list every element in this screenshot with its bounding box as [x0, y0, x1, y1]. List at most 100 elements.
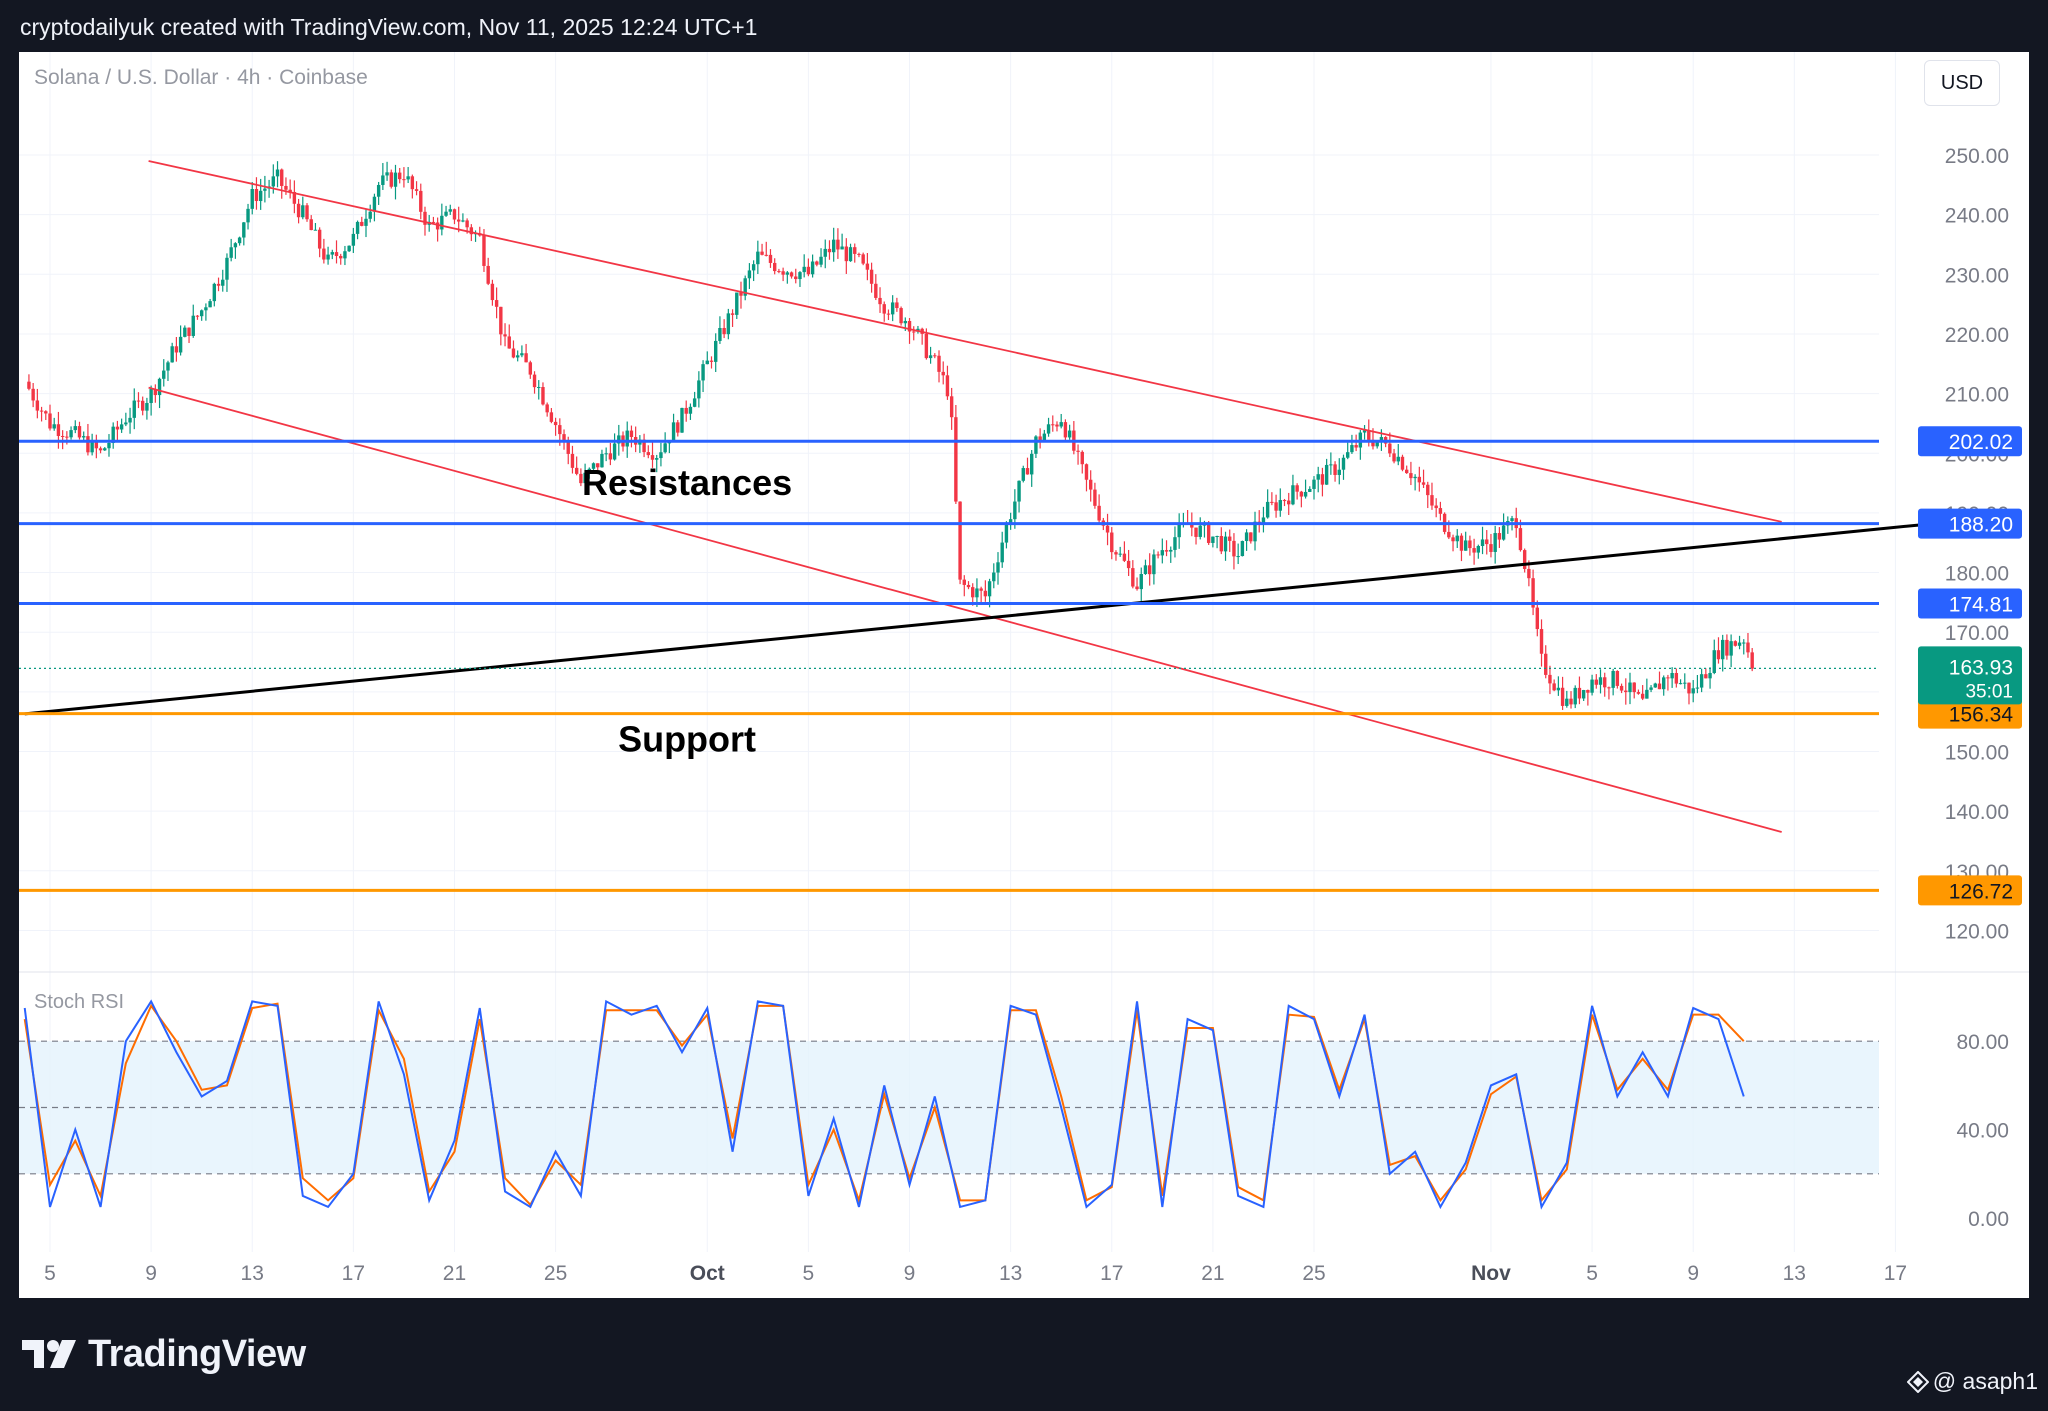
- candle-body: [1632, 682, 1636, 693]
- candle-body: [507, 336, 511, 349]
- candle-body: [511, 348, 516, 358]
- candle-body: [56, 424, 61, 436]
- candle-body: [680, 407, 684, 433]
- candle-body: [823, 248, 827, 257]
- header-caption: cryptodailyuk created with TradingView.c…: [20, 14, 758, 40]
- candle-body: [1421, 482, 1426, 485]
- candle-body: [962, 579, 966, 585]
- candle-body: [119, 424, 124, 430]
- candle-body: [339, 255, 343, 259]
- level-badge-label: 126.72: [1949, 880, 2013, 903]
- chart-panel[interactable]: Resistances Support 250.00 240.00 230.00 220.…: [19, 52, 2029, 1298]
- candle-body: [1110, 532, 1114, 553]
- candle-body: [1025, 468, 1030, 475]
- time-tick-label: 9: [1687, 1262, 1699, 1285]
- candle-body: [1645, 689, 1649, 699]
- candle-body: [368, 211, 372, 219]
- candle-body: [1607, 687, 1611, 689]
- candle-body: [802, 266, 806, 273]
- candle-body: [890, 302, 895, 315]
- candle-body: [414, 189, 419, 191]
- candle-body: [1666, 677, 1670, 679]
- candle-body: [170, 346, 174, 363]
- candle-body: [174, 346, 179, 353]
- price-tick-label: 120.00: [1945, 920, 2009, 943]
- candle-body: [1552, 683, 1556, 691]
- candle-body: [861, 254, 865, 264]
- candle-body: [1733, 641, 1738, 646]
- candle-body: [1088, 479, 1093, 490]
- price-tick-label: 240.00: [1945, 205, 2009, 228]
- candle-body: [444, 211, 448, 216]
- candle-body: [1624, 690, 1628, 693]
- time-tick-label: 13: [999, 1262, 1022, 1285]
- candle-body: [1126, 560, 1131, 569]
- candle-body: [461, 220, 465, 222]
- candle-body: [865, 263, 870, 270]
- candle-body: [1346, 452, 1350, 458]
- candle-body: [204, 307, 208, 311]
- candle-body: [1586, 690, 1590, 693]
- candle-body: [1569, 698, 1573, 705]
- currency-button[interactable]: USD: [1924, 60, 2000, 106]
- candle-body: [671, 422, 676, 443]
- candle-body: [296, 203, 301, 218]
- candle-body: [208, 301, 212, 308]
- candle-body: [284, 185, 288, 190]
- candle-body: [1447, 531, 1451, 538]
- price-tick-label: 220.00: [1945, 324, 2009, 347]
- candle-body: [128, 417, 132, 423]
- candle-body: [225, 257, 229, 280]
- candle-body: [650, 455, 655, 460]
- candle-body: [1316, 474, 1320, 480]
- candle-body: [1598, 677, 1603, 685]
- candle-body: [1156, 554, 1160, 556]
- candle-body: [1038, 436, 1042, 442]
- candle-body: [1004, 524, 1009, 543]
- candle-body: [1430, 495, 1434, 506]
- candle-body: [1489, 544, 1493, 552]
- tradingview-logo[interactable]: TradingView: [22, 1330, 306, 1378]
- candle-body: [781, 271, 785, 275]
- logo-text: TradingView: [88, 1332, 306, 1375]
- candle-body: [903, 320, 908, 324]
- price-tick-label: 140.00: [1945, 801, 2009, 824]
- candle-body: [1649, 687, 1653, 690]
- candle-body: [785, 272, 790, 275]
- candle-body: [360, 221, 364, 226]
- candle-body: [1354, 445, 1358, 448]
- candle-body: [1337, 469, 1341, 475]
- candle-body: [372, 196, 377, 212]
- candle-body: [777, 271, 781, 273]
- candle-body: [1114, 552, 1118, 555]
- candle-body: [1375, 441, 1379, 447]
- candle-body: [31, 388, 35, 401]
- candle-body: [1409, 473, 1413, 479]
- candle-body: [1152, 554, 1156, 575]
- candle-body: [162, 370, 166, 379]
- candle-body: [1463, 540, 1468, 551]
- candle-body: [221, 279, 225, 286]
- time-tick-label: 21: [1201, 1262, 1224, 1285]
- candle-body: [499, 306, 503, 335]
- candle-body: [735, 292, 739, 315]
- candle-body: [271, 176, 276, 187]
- candle-body: [1030, 453, 1034, 475]
- candle-body: [1742, 642, 1746, 644]
- chart-canvas[interactable]: ResistancesSupport250.00240.00230.00220.…: [19, 52, 2029, 1298]
- candle-body: [1712, 650, 1716, 673]
- candle-body: [840, 246, 844, 250]
- candle-body: [743, 278, 747, 296]
- candle-body: [351, 233, 356, 246]
- candle-body: [760, 251, 764, 255]
- candle-body: [1190, 524, 1194, 528]
- candle-body: [553, 421, 558, 426]
- candle-body: [149, 389, 153, 404]
- candle-body: [966, 584, 971, 588]
- candle-body: [1362, 430, 1367, 433]
- candle-body: [1451, 537, 1455, 542]
- candle-body: [954, 417, 958, 502]
- candle-body: [237, 237, 242, 244]
- candle-body: [1215, 535, 1219, 537]
- candle-body: [756, 251, 760, 265]
